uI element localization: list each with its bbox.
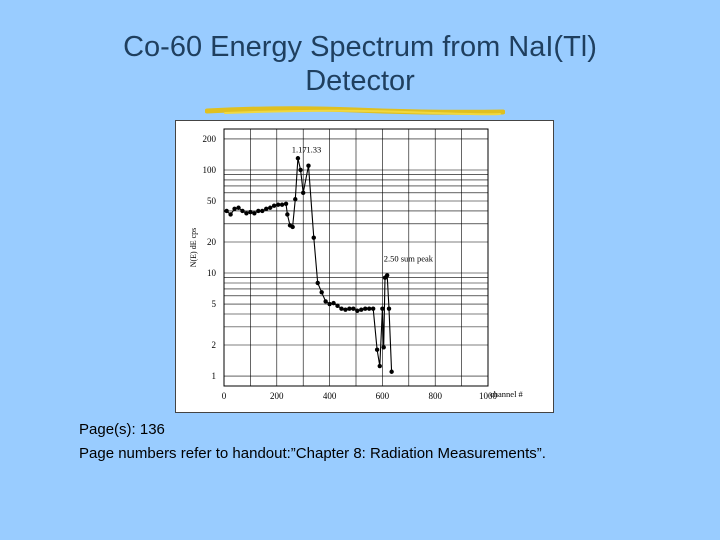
data-point [228,212,233,217]
peak-annotation: 2.50 sum peak [384,253,434,263]
data-point [248,209,253,215]
data-point [275,202,281,207]
data-point [381,345,386,350]
data-point [355,308,360,313]
data-point [311,235,316,240]
notes: Page(s): 136 Page numbers refer to hando… [79,418,546,466]
spectrum-chart: 1 2 5 10 20 50 100 200 0 200 400 600 800 1000channel … [189,128,524,401]
data-point [285,212,290,217]
data-point [240,208,245,214]
x-tick-label: 400 [323,391,337,401]
slide-title: Co-60 Energy Spectrum from NaI(Tl) Detec… [40,30,680,98]
data-point [374,347,380,352]
data-point [363,306,368,311]
x-axis-label: channel # [490,389,524,399]
data-point [256,208,261,214]
data-point [384,273,390,278]
data-point [279,202,285,207]
y-tick-label: 1 [212,371,217,381]
data-point [331,300,336,306]
peak-annotation: 1.33 [306,144,321,154]
data-point [290,224,295,230]
data-point [339,306,344,311]
data-point [298,167,303,173]
data-point [236,205,241,210]
data-point [386,306,392,311]
data-point [244,211,249,216]
data-point [224,208,229,214]
data-point [301,190,306,196]
data-point [377,363,382,369]
y-tick-label: 10 [207,268,217,278]
data-point [283,201,289,206]
data-point [271,203,277,208]
title-underline-decoration [205,106,505,116]
data-point [315,280,320,286]
data-point [335,303,340,309]
data-point [295,156,301,161]
slide-title-line-1: Co-60 Energy Spectrum from NaI(Tl) [123,31,597,63]
peak-annotation: 1.17 [292,144,307,154]
x-tick-label: 600 [376,391,390,401]
data-point [347,306,352,311]
x-tick-label: 0 [222,391,227,401]
data-point [260,208,265,214]
data-point [351,306,356,311]
data-point [343,307,348,312]
data-point [367,306,372,311]
y-tick-label: 50 [207,196,217,206]
data-point [306,163,311,168]
data-point [232,206,237,212]
data-point [319,290,324,295]
slide-title-line-2: Detector [305,65,415,97]
notes-page-ref: Page(s): 136 [79,421,165,438]
data-point [293,197,298,202]
y-axis-label: N(E) dE cps [189,228,198,268]
notes-handout-ref: Page numbers refer to handout:”Chapter 8… [79,445,546,462]
plot-frame [223,128,489,387]
data-point [380,306,385,311]
x-tick-label: 1000 [479,391,498,401]
data-point [252,211,257,216]
data-point [327,301,332,307]
x-tick-label: 200 [270,391,284,401]
data-point [323,299,328,304]
data-point [370,306,376,311]
data-point [264,206,269,212]
spectrum-figure: 1 2 5 10 20 50 100 200 0 200 400 600 800 1000 channel … [175,120,554,413]
spectrum-line [226,158,393,372]
y-tick-label: 20 [207,237,217,247]
y-tick-label: 200 [203,134,217,144]
y-tick-label: 2 [212,340,217,350]
data-point [359,307,364,312]
x-tick-label: 800 [428,391,442,401]
data-point [389,369,394,374]
y-tick-label: 5 [212,299,217,309]
data-point [268,205,273,210]
y-tick-label: 100 [203,165,217,175]
